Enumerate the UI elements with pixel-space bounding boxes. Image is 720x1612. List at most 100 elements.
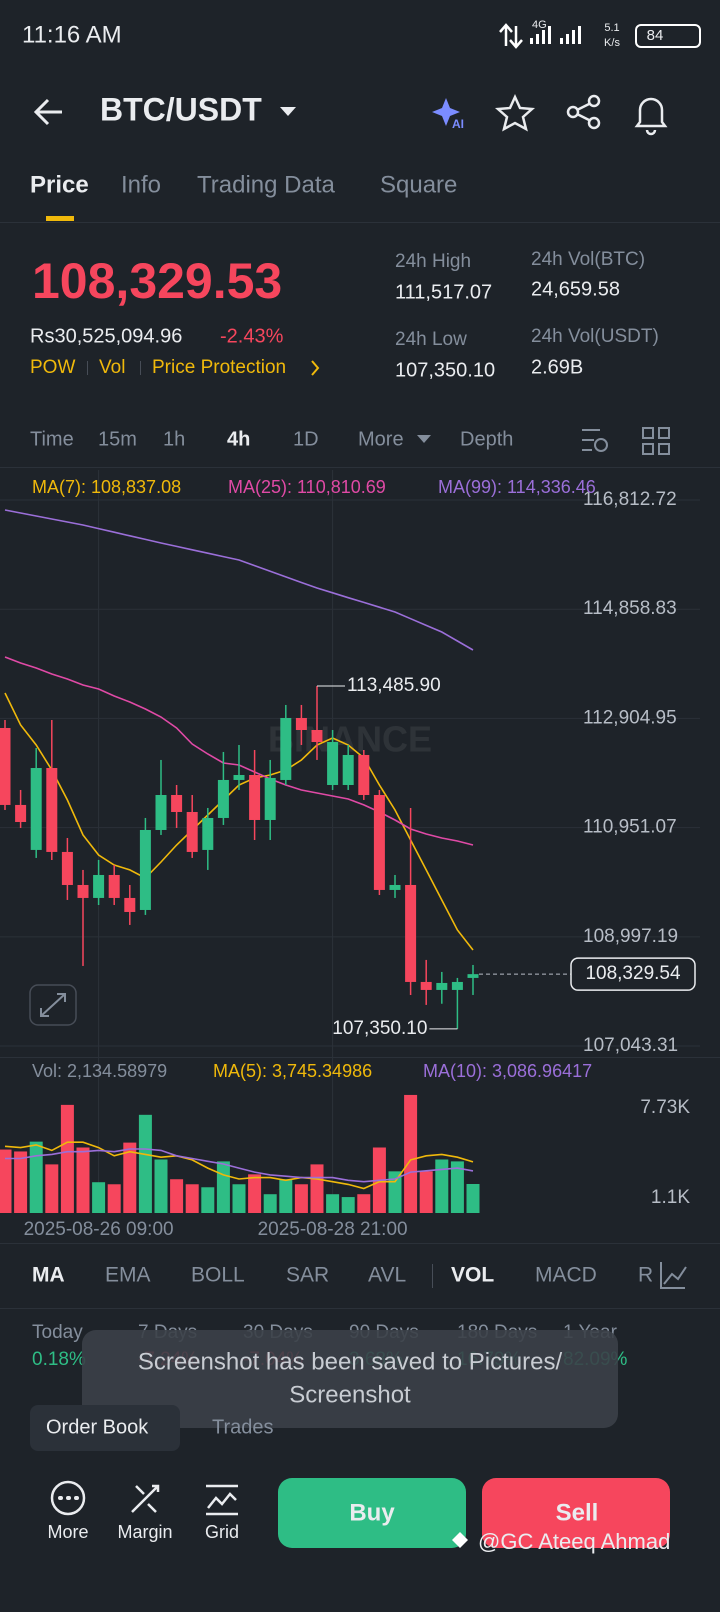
volume-ma-legend: MA(5): 3,745.34986: [213, 1061, 372, 1081]
stat-label: 24h Vol(BTC): [531, 249, 645, 270]
candle-body: [342, 754, 354, 785]
buy-button[interactable]: [278, 1478, 466, 1548]
stat-value: 107,350.10: [395, 359, 495, 381]
stat-label: 24h Vol(USDT): [531, 326, 659, 347]
battery: [635, 24, 701, 48]
alert-button[interactable]: [634, 97, 668, 136]
watermark-logo: [452, 1532, 468, 1548]
sell-label[interactable]: Sell: [556, 1499, 599, 1526]
tag[interactable]: POW: [30, 357, 75, 378]
tab[interactable]: Price: [30, 171, 89, 198]
volume-bar: [232, 1184, 246, 1213]
watermark: @GC Ateeq Ahmad: [478, 1529, 670, 1554]
candle-body: [46, 768, 58, 852]
fiat-price: Rs30,525,094.96: [30, 325, 182, 347]
pair[interactable]: BTC/USDT: [100, 91, 262, 127]
interval[interactable]: Time: [30, 428, 74, 450]
divider: [0, 222, 720, 223]
volume-bar: [466, 1183, 480, 1213]
candle-body: [124, 897, 136, 912]
chart-watermark: BINANCE: [268, 719, 432, 760]
tab[interactable]: Trading Data: [197, 171, 336, 198]
candle-body: [15, 804, 27, 822]
indicator[interactable]: EMA: [105, 1264, 151, 1287]
indicator[interactable]: VOL: [451, 1264, 494, 1287]
interval[interactable]: 4h: [227, 428, 250, 450]
ai-icon[interactable]: [432, 98, 460, 126]
tag[interactable]: Price Protection: [152, 357, 286, 378]
divider: [0, 1308, 720, 1309]
volume-bar: [170, 1179, 184, 1213]
pair-dropdown[interactable]: [280, 107, 296, 116]
speed-unit: K/s: [604, 37, 620, 49]
sell-button[interactable]: [482, 1478, 670, 1548]
tag[interactable]: Vol: [99, 357, 125, 378]
expand-button[interactable]: [29, 984, 77, 1026]
favorite-button[interactable]: [494, 93, 536, 132]
candle-body: [217, 779, 229, 818]
candle-body: [186, 811, 198, 852]
grid-icon[interactable]: [206, 1484, 238, 1516]
last-price: 108,329.53: [32, 253, 282, 309]
tab[interactable]: Info: [121, 171, 161, 198]
buy-label[interactable]: Buy: [349, 1499, 395, 1526]
tab[interactable]: Square: [380, 171, 457, 198]
volume-bar: [450, 1161, 464, 1213]
action-label[interactable]: More: [47, 1522, 88, 1542]
indicator-settings[interactable]: [660, 1262, 687, 1289]
volume-bar: [138, 1114, 152, 1213]
settings-icon[interactable]: [582, 429, 600, 451]
interval[interactable]: 15m: [98, 428, 137, 450]
book-tab[interactable]: Trades: [212, 1416, 274, 1438]
volume-bar: [154, 1159, 168, 1213]
action-label[interactable]: Margin: [117, 1522, 172, 1542]
expand-icon: [40, 993, 66, 1017]
ma-legend: MA(7): 108,837.08: [32, 477, 181, 497]
x-tick-label: 2025-08-28 21:00: [258, 1219, 408, 1240]
indicator[interactable]: SAR: [286, 1264, 329, 1287]
indicator[interactable]: AVL: [368, 1264, 406, 1287]
divider: [0, 1057, 720, 1058]
interval[interactable]: 1D: [293, 428, 319, 450]
annotation: 107,350.10: [332, 1018, 427, 1039]
indicator[interactable]: MA: [32, 1264, 65, 1287]
period-change: 0.18%: [32, 1349, 86, 1370]
indicator[interactable]: BOLL: [191, 1264, 245, 1287]
margin-icon[interactable]: [131, 1484, 160, 1513]
candle-body: [295, 717, 307, 730]
volume-ma-line: [4, 1141, 474, 1190]
candle-body: [373, 795, 385, 890]
candle-body: [233, 774, 245, 780]
volume-bar: [248, 1174, 262, 1213]
volume-bar: [0, 1149, 12, 1213]
volume-bar: [92, 1182, 106, 1213]
stat-label: 24h High: [395, 251, 471, 272]
share-node: [587, 116, 601, 130]
action-label[interactable]: Grid: [205, 1522, 239, 1542]
y-tick-label: 112,904.95: [583, 707, 677, 728]
candle-body: [389, 884, 401, 890]
speed: 5.1: [604, 22, 619, 34]
indicator[interactable]: MACD: [535, 1264, 597, 1287]
volume-bar: [294, 1184, 308, 1213]
volume-bar: [279, 1179, 293, 1213]
candle-body: [93, 874, 105, 898]
more-icon[interactable]: [50, 1480, 86, 1516]
back-button[interactable]: [33, 98, 62, 126]
tab-indicator: [46, 216, 74, 221]
volume-ma-line: [5, 1148, 474, 1183]
interval[interactable]: More: [358, 428, 404, 450]
chart: BINANCE 116,812.72 114,858.83 112,904.95 110…: [0, 470, 700, 1240]
candle-body: [249, 774, 261, 820]
interval[interactable]: 1h: [163, 428, 185, 450]
interval[interactable]: Depth: [460, 428, 513, 450]
book-tab[interactable]: Order Book: [46, 1416, 149, 1438]
volume-bar: [435, 1159, 449, 1213]
candle-body: [108, 874, 120, 898]
layout-icon[interactable]: [642, 427, 670, 455]
indicator[interactable]: R: [638, 1264, 653, 1287]
volume-bar: [107, 1184, 121, 1213]
toast-text: Screenshot has been saved to Pictures/: [138, 1348, 563, 1375]
